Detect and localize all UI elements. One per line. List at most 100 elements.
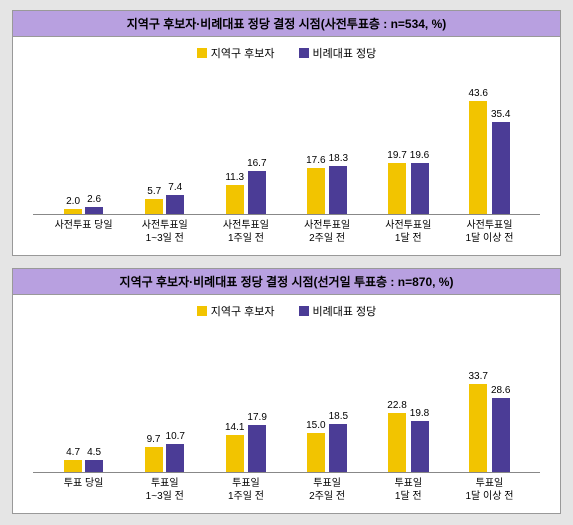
bar-value-label: 18.3 xyxy=(329,153,348,164)
bar-series_a xyxy=(226,185,244,214)
bar-series_b xyxy=(411,421,429,472)
bar-wrap: 2.6 xyxy=(85,194,103,214)
bar-series_b xyxy=(166,195,184,214)
chart-title: 지역구 후보자·비례대표 정당 결정 시점(사전투표층 : n=534, %) xyxy=(13,11,560,37)
bar-value-label: 33.7 xyxy=(468,371,487,382)
bar-group: 17.6 18.3 xyxy=(287,153,368,214)
bar-value-label: 43.6 xyxy=(468,88,487,99)
bar-wrap: 5.7 xyxy=(145,186,163,214)
bar-group: 4.74.5 xyxy=(43,447,124,472)
bar-value-label: 19.7 xyxy=(387,150,406,161)
bar-group: 14.117.9 xyxy=(205,412,286,472)
bar-value-label: 2.6 xyxy=(87,194,101,205)
bar-wrap: 14.1 xyxy=(225,422,244,472)
bar-series_b xyxy=(248,171,266,214)
legend: 지역구 후보자 비례대표 정당 xyxy=(13,37,560,65)
bar-value-label: 9.7 xyxy=(147,434,161,445)
bar-wrap: 22.8 xyxy=(387,400,406,472)
bar-value-label: 22.8 xyxy=(387,400,406,411)
bar-wrap: 16.7 xyxy=(247,158,266,214)
legend: 지역구 후보자 비례대표 정당 xyxy=(13,295,560,323)
bar-group: 5.7 7.4 xyxy=(124,182,205,214)
bar-wrap: 10.7 xyxy=(166,431,185,472)
legend-item-series_b: 비례대표 정당 xyxy=(299,303,377,319)
bar-value-label: 35.4 xyxy=(491,109,510,120)
bar-wrap: 19.6 xyxy=(410,150,429,214)
x-axis-label: 투표일 1달 전 xyxy=(368,477,449,503)
bar-wrap: 18.3 xyxy=(329,153,348,214)
x-axis-labels: 투표 당일투표일 1~3일 전투표일 1주일 전투표일 2주일 전투표일 1달 … xyxy=(33,473,540,513)
legend-label: 지역구 후보자 xyxy=(211,45,275,61)
bar-series_a xyxy=(469,384,487,472)
bar-series_a xyxy=(145,199,163,214)
bar-wrap: 9.7 xyxy=(145,434,163,472)
x-axis-label: 사전투표일 1달 전 xyxy=(368,219,449,245)
x-axis-label: 사전투표일 1~3일 전 xyxy=(124,219,205,245)
bar-series_a xyxy=(469,101,487,214)
bar-wrap: 19.8 xyxy=(410,408,429,472)
bar-series_a xyxy=(226,435,244,472)
chart-container-0: 지역구 후보자·비례대표 정당 결정 시점(사전투표층 : n=534, %)지… xyxy=(12,10,561,256)
plot-area: 4.74.5 9.7 10.7 14.117.9 15.0 18.5 22.8 19.8 33.… xyxy=(33,323,540,473)
bar-series_b xyxy=(329,424,347,472)
bar-series_b xyxy=(85,460,103,472)
legend-label: 비례대표 정당 xyxy=(313,303,377,319)
bar-value-label: 5.7 xyxy=(147,186,161,197)
bar-group: 43.6 35.4 xyxy=(449,88,530,214)
legend-label: 비례대표 정당 xyxy=(313,45,377,61)
bar-value-label: 19.8 xyxy=(410,408,429,419)
legend-label: 지역구 후보자 xyxy=(211,303,275,319)
bar-wrap: 43.6 xyxy=(468,88,487,214)
x-axis-label: 투표일 1주일 전 xyxy=(205,477,286,503)
bar-wrap: 18.5 xyxy=(329,411,348,472)
bar-group: 19.7 19.6 xyxy=(368,150,449,214)
bar-series_b xyxy=(411,163,429,214)
bar-series_a xyxy=(307,433,325,472)
bar-series_a xyxy=(388,163,406,214)
x-axis-label: 사전투표일 2주일 전 xyxy=(287,219,368,245)
bar-value-label: 28.6 xyxy=(491,385,510,396)
bar-series_a xyxy=(388,413,406,472)
legend-item-series_b: 비례대표 정당 xyxy=(299,45,377,61)
bar-series_a xyxy=(307,168,325,214)
bar-wrap: 28.6 xyxy=(491,385,510,472)
bar-series_a xyxy=(64,460,82,472)
legend-swatch xyxy=(197,306,207,316)
bar-group: 2.02.6 xyxy=(43,194,124,214)
bar-value-label: 11.3 xyxy=(225,172,244,183)
bar-series_b xyxy=(166,444,184,472)
x-axis-label: 사전투표일 1주일 전 xyxy=(205,219,286,245)
bar-group: 11.316.7 xyxy=(205,158,286,214)
bar-wrap: 7.4 xyxy=(166,182,184,214)
bar-wrap: 17.6 xyxy=(306,155,325,214)
legend-swatch xyxy=(299,306,309,316)
bar-value-label: 4.5 xyxy=(87,447,101,458)
bar-wrap: 35.4 xyxy=(491,109,510,214)
bar-series_b xyxy=(492,122,510,214)
legend-swatch xyxy=(197,48,207,58)
chart-title: 지역구 후보자·비례대표 정당 결정 시점(선거일 투표층 : n=870, %… xyxy=(13,269,560,295)
legend-item-series_a: 지역구 후보자 xyxy=(197,303,275,319)
bar-group: 9.7 10.7 xyxy=(124,431,205,472)
bar-wrap: 11.3 xyxy=(225,172,244,214)
plot-area: 2.02.6 5.7 7.4 11.316.7 17.6 18.3 19.7 19.6 43.6… xyxy=(33,65,540,215)
bar-series_b xyxy=(248,425,266,472)
bar-series_b xyxy=(85,207,103,214)
bar-series_a xyxy=(64,209,82,214)
chart-container-1: 지역구 후보자·비례대표 정당 결정 시점(선거일 투표층 : n=870, %… xyxy=(12,268,561,514)
bar-value-label: 7.4 xyxy=(168,182,182,193)
bar-wrap: 4.5 xyxy=(85,447,103,472)
bar-value-label: 15.0 xyxy=(306,420,325,431)
bar-group: 22.8 19.8 xyxy=(368,400,449,472)
x-axis-label: 투표일 1~3일 전 xyxy=(124,477,205,503)
bar-value-label: 17.6 xyxy=(306,155,325,166)
bar-group: 33.7 28.6 xyxy=(449,371,530,472)
x-axis-labels: 사전투표 당일사전투표일 1~3일 전사전투표일 1주일 전사전투표일 2주일 … xyxy=(33,215,540,255)
legend-item-series_a: 지역구 후보자 xyxy=(197,45,275,61)
x-axis-label: 투표일 2주일 전 xyxy=(287,477,368,503)
bar-value-label: 14.1 xyxy=(225,422,244,433)
bar-series_a xyxy=(145,447,163,472)
bar-value-label: 10.7 xyxy=(166,431,185,442)
x-axis-label: 사전투표 당일 xyxy=(43,219,124,245)
bar-series_b xyxy=(492,398,510,472)
